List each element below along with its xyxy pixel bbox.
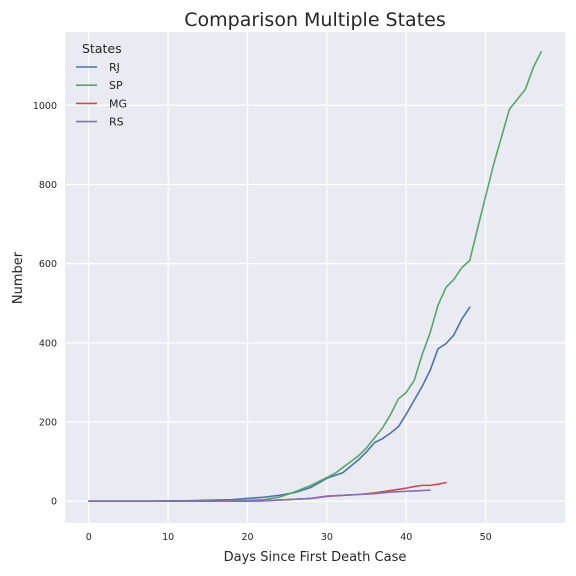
y-tick-label: 1000 (33, 101, 57, 112)
x-tick-label: 0 (86, 532, 92, 543)
y-tick-label: 400 (39, 338, 57, 349)
series-line-rs (88, 489, 431, 503)
legend-entries: RJ SP MG RS (76, 61, 127, 129)
legend-label: RS (109, 116, 124, 129)
legend-label: SP (109, 79, 123, 92)
x-tick-label: 40 (400, 532, 412, 543)
y-tick-label: 200 (39, 418, 57, 429)
y-tick-label: 600 (39, 259, 57, 270)
x-tick-label: 10 (162, 532, 174, 543)
series-lines (88, 50, 542, 503)
y-tick-label: 0 (51, 497, 57, 508)
legend-label: MG (109, 97, 127, 110)
legend: States RJ SP MG RS (76, 41, 127, 129)
plot-area (65, 32, 565, 523)
y-axis-label: Number (11, 251, 26, 304)
tick-labels: 0 10 20 30 40 50 0 200 400 600 800 1000 (33, 101, 492, 543)
legend-item-mg: MG (76, 97, 127, 110)
y-tick-label: 800 (39, 180, 57, 191)
grid-lines (65, 32, 565, 523)
x-axis-label: Days Since First Death Case (224, 550, 407, 565)
x-tick-label: 20 (241, 532, 253, 543)
x-tick-label: 50 (480, 532, 492, 543)
legend-item-rs: RS (76, 116, 124, 129)
legend-item-sp: SP (76, 79, 123, 92)
legend-item-rj: RJ (76, 61, 120, 74)
legend-label: RJ (109, 61, 120, 74)
chart-title: Comparison Multiple States (184, 9, 446, 31)
x-tick-label: 30 (321, 532, 333, 543)
legend-title: States (82, 41, 122, 56)
